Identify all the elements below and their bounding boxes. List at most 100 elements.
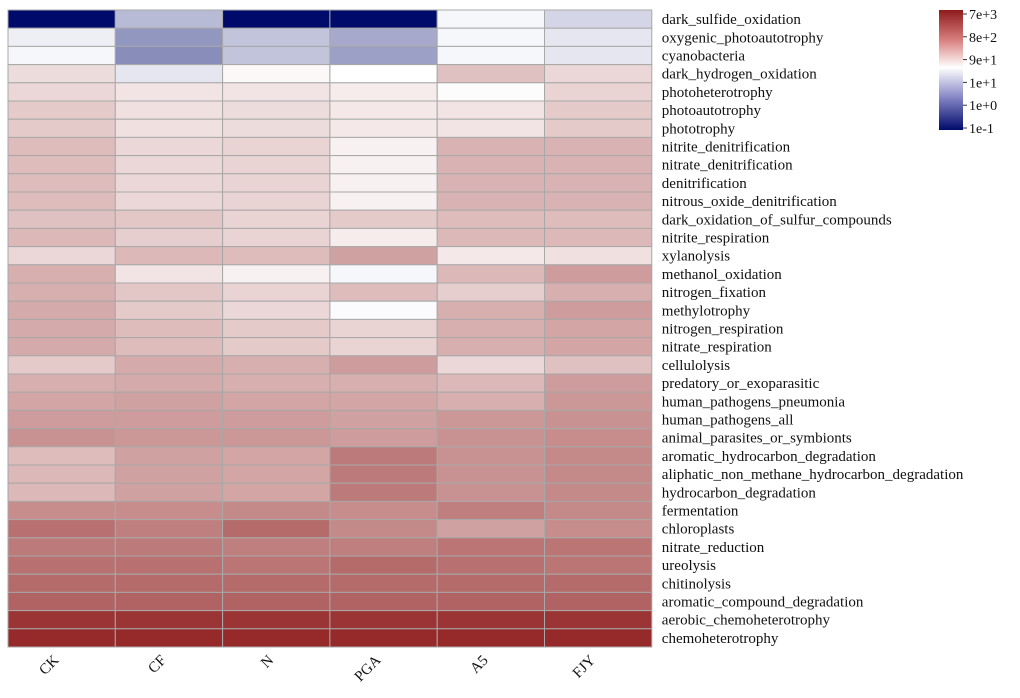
heatmap-cell (7, 355, 116, 375)
heatmap-cell (436, 136, 546, 157)
heatmap-cell (114, 118, 224, 138)
row-label: oxygenic_photoautotrophy (662, 30, 824, 46)
heatmap-cell (329, 446, 438, 466)
heatmap-cell (7, 300, 116, 320)
heatmap-cell (7, 610, 116, 630)
heatmap-cell (436, 409, 546, 430)
heatmap-cell (436, 264, 546, 284)
heatmap-cell (114, 610, 224, 630)
row-label: nitrous_oxide_denitrification (662, 194, 837, 210)
heatmap-cell (436, 246, 546, 266)
heatmap-cell (114, 464, 224, 484)
heatmap-cell (544, 45, 653, 66)
heatmap-cell (7, 337, 116, 357)
row-label: human_pathogens_pneumonia (662, 394, 846, 410)
heatmap-cell (544, 173, 653, 193)
heatmap-cell (222, 591, 331, 612)
column-label: PGA (352, 652, 385, 685)
heatmap-cell (114, 282, 224, 302)
heatmap-cell (222, 136, 331, 157)
heatmap-cell (329, 519, 438, 539)
row-label: ureolysis (662, 558, 716, 574)
column-label: N (258, 652, 277, 671)
heatmap-cell (222, 409, 331, 430)
row-label: methanol_oxidation (662, 267, 782, 283)
heatmap-cell (436, 9, 546, 29)
heatmap-cell (7, 282, 116, 302)
heatmap-cell (114, 27, 224, 47)
heatmap-cell (544, 82, 653, 102)
heatmap-cell (436, 209, 546, 229)
heatmap-cell (436, 27, 546, 47)
heatmap-cell (114, 9, 224, 29)
heatmap-cell (544, 446, 653, 466)
row-label: fermentation (662, 504, 739, 520)
row-label: nitrate_reduction (662, 540, 765, 556)
heatmap-cell (222, 373, 331, 393)
heatmap-cell (222, 500, 331, 521)
heatmap-cell (544, 500, 653, 521)
heatmap-cell (114, 373, 224, 393)
heatmap-cell (436, 391, 546, 411)
heatmap-cell (7, 482, 116, 502)
heatmap-cell (114, 209, 224, 229)
heatmap-cell (7, 191, 116, 211)
heatmap-cell (222, 209, 331, 229)
row-label: hydrocarbon_degradation (662, 485, 817, 501)
heatmap-cell (436, 337, 546, 357)
heatmap-cell (7, 391, 116, 411)
row-label: nitrate_denitrification (662, 158, 793, 174)
heatmap-cell (222, 428, 331, 448)
row-label: phototrophy (662, 121, 736, 137)
heatmap-cell (114, 173, 224, 193)
heatmap-cell (7, 100, 116, 120)
heatmap-cell (222, 610, 331, 630)
heatmap-cell (329, 464, 438, 484)
heatmap-cell (7, 264, 116, 284)
heatmap-cell (329, 209, 438, 229)
heatmap-cell (436, 82, 546, 102)
column-label: FJY (570, 652, 599, 681)
heatmap-cell (114, 45, 224, 66)
row-label: xylanolysis (662, 249, 730, 265)
row-label: dark_sulfide_oxidation (662, 12, 802, 28)
legend-tick-label: 8e+2 (969, 31, 997, 46)
column-labels: CK CF N PGA A5 FJY (36, 652, 599, 685)
heatmap-cell (7, 591, 116, 612)
heatmap-cell (544, 64, 653, 84)
heatmap-cell (329, 27, 438, 47)
heatmap-cell (436, 155, 546, 175)
heatmap-cell (544, 9, 653, 29)
row-label: aromatic_hydrocarbon_degradation (662, 449, 877, 465)
legend-tick-label: 7e+3 (969, 8, 997, 23)
heatmap-cell (329, 428, 438, 448)
heatmap-cell (7, 628, 116, 648)
heatmap-cell (222, 573, 331, 593)
heatmap-cell (436, 45, 546, 66)
heatmap-cell (7, 155, 116, 175)
heatmap-cell (114, 155, 224, 175)
heatmap-cell (222, 628, 331, 648)
heatmap-cell (544, 610, 653, 630)
heatmap-cell (329, 264, 438, 284)
heatmap-cell (222, 446, 331, 466)
heatmap-cell (329, 9, 438, 29)
heatmap-cell (7, 428, 116, 448)
heatmap-cell (329, 355, 438, 375)
heatmap-cell (329, 300, 438, 320)
heatmap-cell (7, 45, 116, 66)
heatmap-cell (544, 373, 653, 393)
heatmap-cell (329, 155, 438, 175)
heatmap-cell (7, 246, 116, 266)
heatmap-cell (7, 373, 116, 393)
heatmap-cell (436, 64, 546, 84)
heatmap-cell (329, 337, 438, 357)
heatmap-cell (222, 155, 331, 175)
heatmap-cell (436, 628, 546, 648)
heatmap-cell (436, 373, 546, 393)
column-label: CK (36, 652, 62, 678)
heatmap-cell (544, 136, 653, 157)
row-label: dark_oxidation_of_sulfur_compounds (662, 212, 892, 228)
heatmap-cell (114, 628, 224, 648)
row-label: denitrification (662, 176, 747, 192)
